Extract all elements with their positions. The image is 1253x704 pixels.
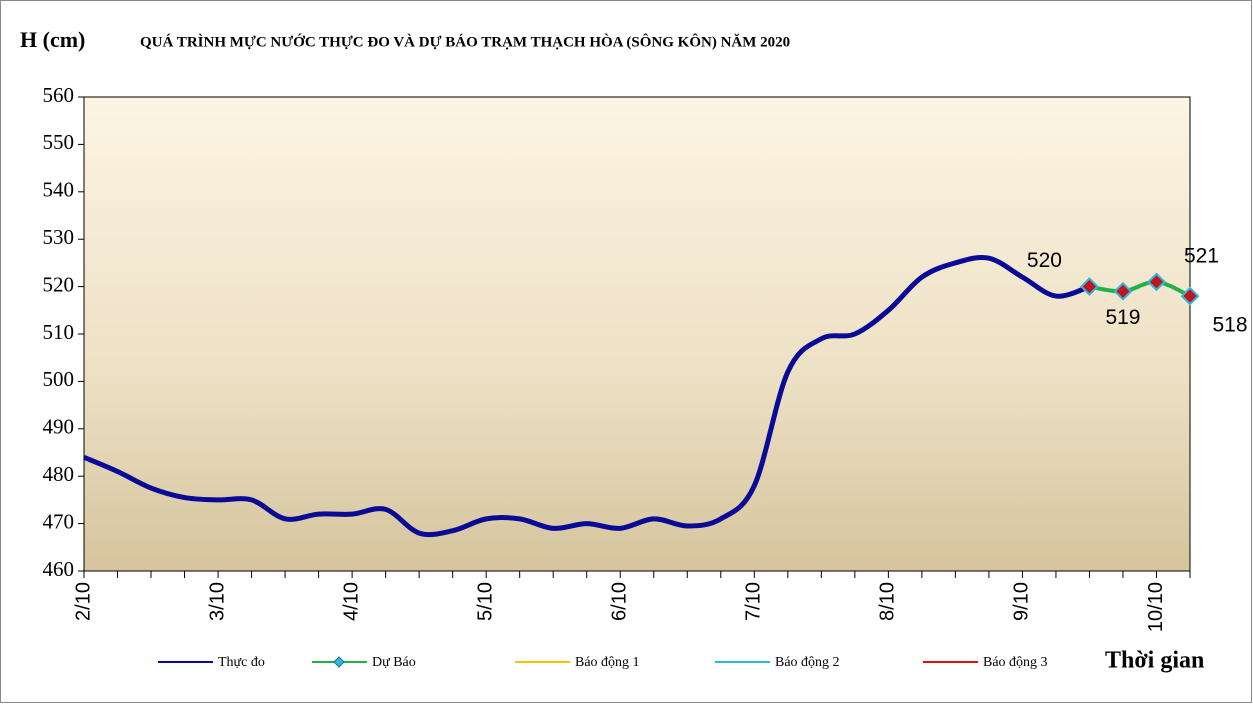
- x-tick-label: 6/10: [609, 582, 631, 621]
- y-tick-label: 500: [43, 367, 75, 391]
- y-tick-label: 480: [43, 462, 75, 486]
- y-tick-label: 460: [43, 557, 75, 581]
- y-tick-label: 520: [43, 272, 75, 296]
- y-tick-label: 530: [43, 225, 75, 249]
- legend-label: Dự Báo: [372, 655, 416, 670]
- data-label: 518: [1212, 314, 1247, 337]
- legend-label: Báo động 2: [775, 655, 840, 670]
- y-tick-label: 510: [43, 320, 75, 344]
- x-axis-label: Thời gian: [1105, 648, 1204, 674]
- y-axis-label: H (cm): [20, 27, 85, 52]
- data-label: 519: [1105, 306, 1140, 329]
- data-point: [1147, 272, 1166, 292]
- y-tick-label: 470: [43, 509, 75, 533]
- data-point: [1080, 277, 1099, 297]
- legend-label: Báo động 1: [575, 655, 640, 670]
- x-tick-label: 7/10: [743, 582, 765, 621]
- x-tick-label: 3/10: [206, 582, 228, 621]
- plot-area: [83, 96, 1191, 572]
- series-line: [83, 254, 1091, 538]
- data-label: 520: [1027, 249, 1062, 272]
- series-line: [1089, 279, 1191, 298]
- x-tick-label: 2/10: [72, 582, 94, 621]
- legend-label: Thực đo: [218, 655, 265, 670]
- x-tick-label: 8/10: [877, 582, 899, 621]
- legend-label: Báo động 3: [983, 655, 1048, 670]
- legend-marker: [333, 656, 345, 668]
- y-tick-label: 490: [43, 415, 75, 439]
- x-tick-label: 5/10: [474, 582, 496, 621]
- y-tick-label: 540: [43, 178, 75, 202]
- x-tick-label: 4/10: [340, 582, 362, 621]
- x-tick-label: 10/10: [1145, 582, 1167, 632]
- data-label: 521: [1184, 244, 1219, 267]
- y-tick-label: 560: [43, 83, 75, 107]
- y-tick-label: 550: [43, 130, 75, 154]
- data-point: [1180, 286, 1200, 306]
- chart-title: QUÁ TRÌNH MỰC NƯỚC THỰC ĐO VÀ DỰ BÁO TRẠ…: [140, 33, 790, 50]
- data-point: [1113, 281, 1133, 301]
- x-tick-label: 9/10: [1011, 582, 1033, 621]
